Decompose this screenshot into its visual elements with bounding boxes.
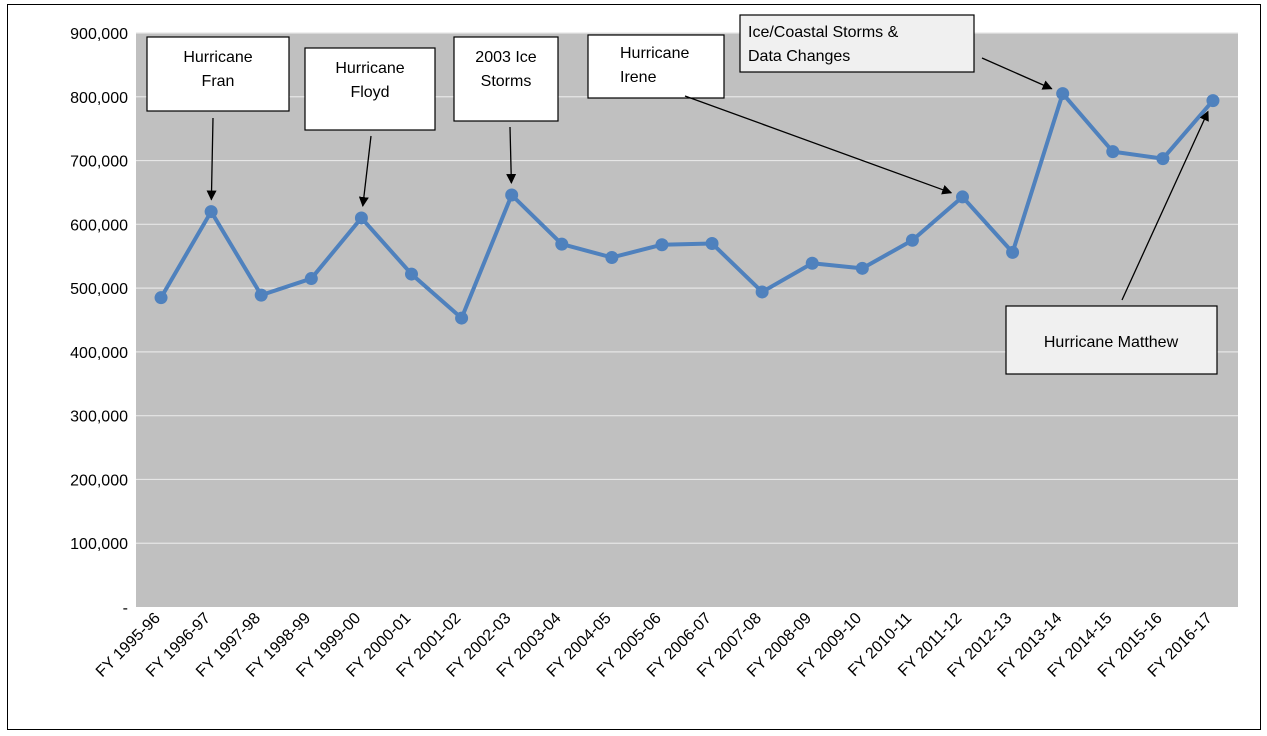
annotation-callout: Hurricane Irene (587, 34, 953, 195)
annotation-callout: Ice/Coastal Storms & Data Changes (739, 14, 1053, 90)
series-line (159, 91, 1215, 321)
y-tick-label: 700,000 (70, 154, 128, 171)
data-point (1156, 152, 1170, 166)
annotation-callout: Hurricane Matthew (1005, 110, 1218, 375)
data-point (204, 205, 218, 219)
data-point (304, 272, 318, 286)
data-point (405, 267, 418, 281)
annotation-text: Floyd (350, 84, 389, 101)
y-tick-label: 300,000 (70, 409, 128, 426)
y-axis-ticks: 900,000 800,000 700,000 600,000 500,000 400,0… (70, 26, 128, 617)
annotation-arrow (206, 117, 217, 201)
annotation-text: Storms (481, 73, 532, 90)
y-tick-label: 500,000 (70, 281, 128, 298)
annotation-text: Hurricane (620, 45, 689, 62)
annotation-text: Fran (202, 73, 235, 90)
y-tick-label: 800,000 (70, 90, 128, 107)
data-point (455, 311, 469, 325)
data-point (154, 291, 168, 305)
data-point (956, 190, 969, 204)
data-point (1006, 245, 1020, 259)
data-point (1206, 94, 1220, 108)
annotation-box (1005, 305, 1218, 375)
y-tick-label: - (123, 600, 128, 617)
annotation-arrow (506, 126, 517, 184)
annotation-box (304, 47, 436, 131)
data-point (555, 237, 569, 251)
annotation-box (453, 36, 559, 122)
annotation-callout: Hurricane Fran (146, 36, 290, 201)
data-point (705, 236, 719, 250)
annotation-callout: Hurricane Floyd (304, 47, 436, 208)
annotation-box (146, 36, 290, 112)
annotation-text: Irene (620, 69, 657, 86)
annotation-text: Data Changes (748, 48, 850, 65)
data-point (605, 250, 619, 264)
y-tick-label: 100,000 (70, 536, 128, 553)
data-point (505, 188, 519, 202)
annotation-text: Hurricane (183, 49, 252, 66)
annotation-text: 2003 Ice (475, 49, 536, 66)
data-point (855, 261, 869, 275)
data-point (254, 288, 268, 302)
series-group (154, 87, 1220, 325)
data-point (805, 256, 819, 270)
annotation-box (587, 34, 725, 99)
y-tick-label: 200,000 (70, 472, 128, 489)
annotation-arrow (358, 135, 372, 208)
annotation-arrow (981, 57, 1053, 90)
data-point (1106, 145, 1120, 159)
annotation-callout: 2003 Ice Storms (453, 36, 559, 184)
annotation-text: Ice/Coastal Storms & (748, 24, 899, 41)
annotations: Hurricane Fran Hurricane Floyd 2003 Ice Storm… (146, 14, 1218, 375)
data-point (655, 238, 669, 252)
y-tick-label: 400,000 (70, 345, 128, 362)
data-point (1056, 87, 1070, 101)
annotation-text: Hurricane Matthew (1044, 334, 1179, 351)
annotation-arrow (684, 95, 953, 195)
data-point (755, 285, 769, 299)
data-point (905, 233, 919, 247)
annotation-arrow (1121, 110, 1209, 301)
annotation-text: Hurricane (335, 60, 404, 77)
y-tick-label: 900,000 (70, 26, 128, 43)
y-tick-label: 600,000 (70, 217, 128, 234)
annotation-box (739, 14, 975, 73)
data-point (354, 211, 368, 225)
